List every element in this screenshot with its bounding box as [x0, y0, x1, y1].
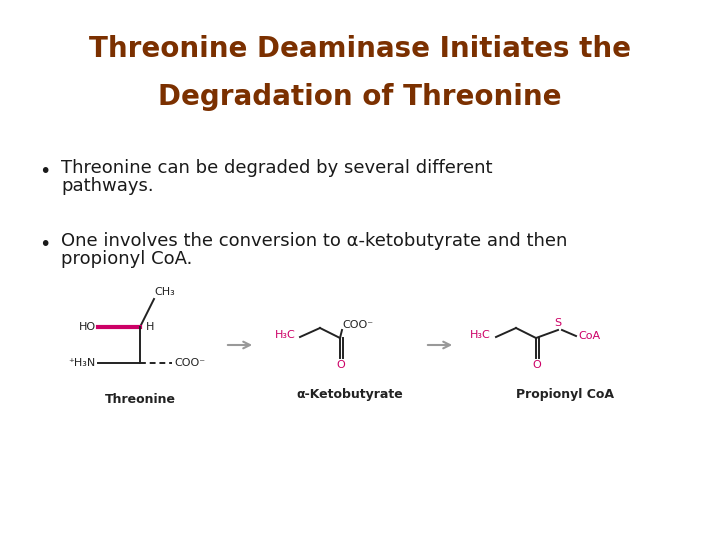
Text: CH₃: CH₃: [154, 287, 175, 297]
Text: ⁺H₃N: ⁺H₃N: [68, 358, 96, 368]
Text: O: O: [533, 360, 541, 370]
Text: One involves the conversion to α-ketobutyrate and then: One involves the conversion to α-ketobut…: [61, 232, 567, 250]
Text: propionyl CoA.: propionyl CoA.: [61, 250, 192, 268]
Text: O: O: [337, 360, 346, 370]
Text: H: H: [146, 322, 154, 332]
Text: S: S: [554, 318, 562, 328]
Text: H₃C: H₃C: [275, 330, 296, 340]
Text: •: •: [40, 162, 51, 181]
Text: COO⁻: COO⁻: [174, 358, 205, 368]
Text: Propionyl CoA: Propionyl CoA: [516, 388, 614, 401]
Text: Degradation of Threonine: Degradation of Threonine: [158, 83, 562, 111]
Text: Threonine can be degraded by several different: Threonine can be degraded by several dif…: [61, 159, 492, 177]
Text: pathways.: pathways.: [61, 177, 154, 195]
Text: •: •: [40, 235, 51, 254]
Text: CoA: CoA: [578, 331, 600, 341]
Text: COO⁻: COO⁻: [342, 320, 373, 330]
Text: HO: HO: [79, 322, 96, 332]
Text: Threonine: Threonine: [104, 393, 176, 406]
Text: H₃C: H₃C: [470, 330, 491, 340]
Text: α-Ketobutyrate: α-Ketobutyrate: [297, 388, 403, 401]
Text: Threonine Deaminase Initiates the: Threonine Deaminase Initiates the: [89, 35, 631, 63]
